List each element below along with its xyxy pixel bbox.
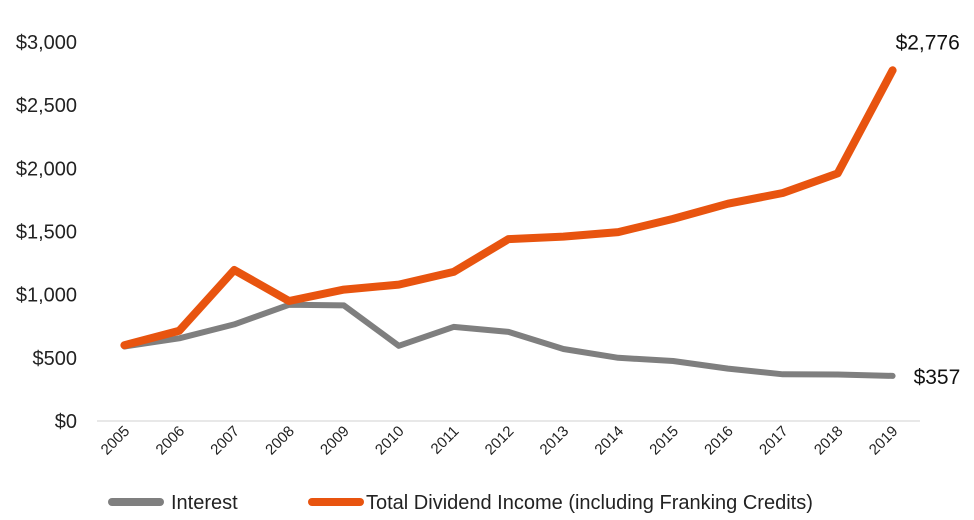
y-tick-label: $0: [55, 411, 77, 433]
x-tick-label: 2018: [811, 423, 847, 459]
end-labels: $357 $2,776: [896, 31, 961, 389]
x-tick-label: 2012: [482, 423, 518, 459]
end-value-label: $2,776: [896, 31, 960, 54]
series-lines: [120, 66, 897, 379]
x-tick-label: 2019: [866, 423, 902, 459]
x-tick-label: 2007: [207, 423, 243, 459]
end-value-label: $357: [914, 366, 961, 389]
x-tick-label: 2005: [98, 423, 134, 459]
legend-label-dividend: Total Dividend Income (including Frankin…: [366, 492, 813, 514]
y-tick-label: $3,000: [16, 32, 77, 54]
legend: Interest Total Dividend Income (includin…: [108, 492, 813, 514]
legend-label-interest: Interest: [171, 492, 238, 514]
series-line-interest: [121, 301, 896, 379]
y-axis-ticks: $0 $500 $1,000 $1,500 $2,000 $2,500 $3,000: [16, 32, 77, 433]
x-axis-ticks: 2005 2006 2007 2008 2009 2010 2011 2012 2013 2014…: [98, 423, 902, 459]
x-tick-label: 2014: [591, 423, 627, 459]
x-tick-label: 2006: [153, 423, 189, 459]
x-tick-label: 2017: [756, 423, 792, 459]
x-tick-label: 2009: [317, 423, 353, 459]
x-tick-label: 2008: [262, 423, 298, 459]
y-tick-label: $1,500: [16, 222, 77, 244]
x-tick-label: 2011: [428, 423, 463, 458]
x-tick-label: 2016: [701, 423, 737, 459]
y-tick-label: $2,500: [16, 95, 77, 117]
series-line-total-dividend-income: [120, 66, 897, 350]
y-tick-label: $1,000: [16, 285, 77, 307]
x-tick-label: 2015: [646, 423, 682, 459]
x-tick-label: 2010: [372, 423, 408, 459]
y-tick-label: $2,000: [16, 158, 77, 180]
x-tick-label: 2013: [537, 423, 573, 459]
y-tick-label: $500: [33, 348, 78, 370]
